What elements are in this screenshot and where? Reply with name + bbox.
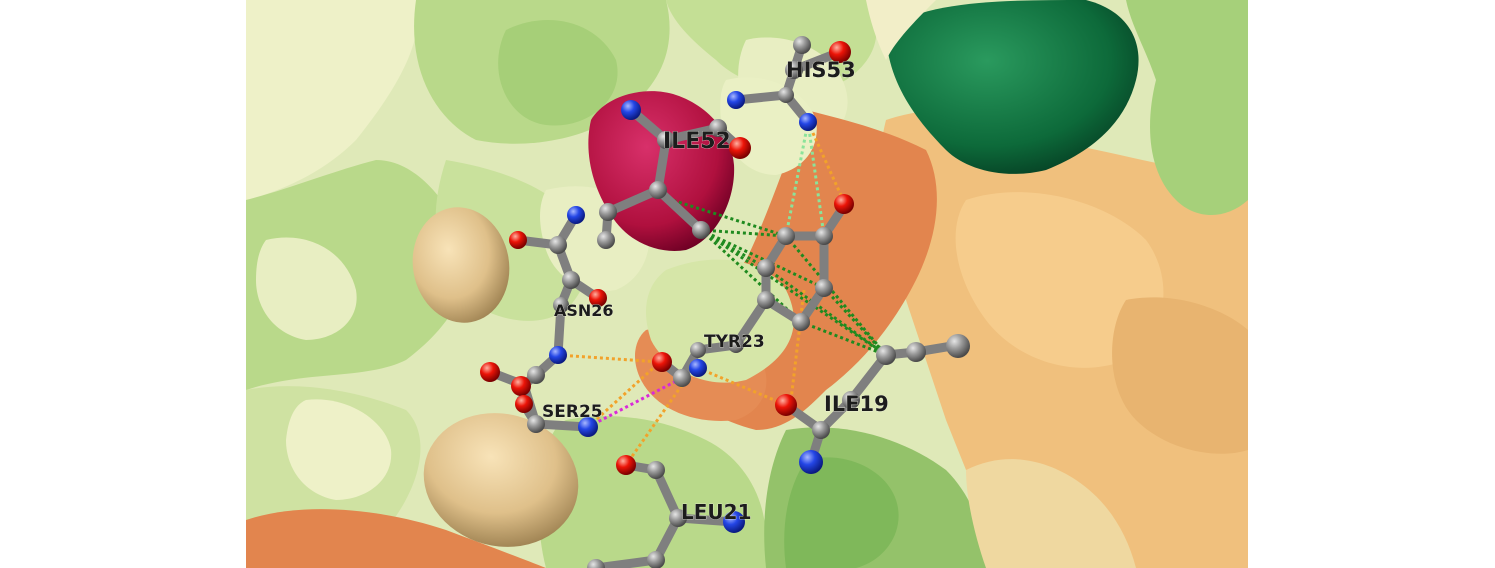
atoms (480, 36, 970, 568)
residue-labels: HIS53 ILE52 ASN26 TYR23 SER25 ILE19 LEU2… (542, 58, 889, 525)
protein-surface (246, 0, 1248, 568)
label-leu21: LEU21 (681, 500, 751, 524)
label-tyr23: TYR23 (704, 332, 765, 352)
molecular-surface-render: HIS53 ILE52 ASN26 TYR23 SER25 ILE19 LEU2… (246, 0, 1248, 568)
label-ile52: ILE52 (663, 129, 731, 154)
label-his53: HIS53 (786, 58, 856, 82)
label-ile19: ILE19 (824, 392, 889, 416)
interaction-lines (557, 121, 888, 466)
label-ser25: SER25 (542, 402, 603, 422)
label-asn26: ASN26 (554, 301, 614, 320)
protein-scene: HIS53 ILE52 ASN26 TYR23 SER25 ILE19 LEU2… (246, 0, 1248, 568)
